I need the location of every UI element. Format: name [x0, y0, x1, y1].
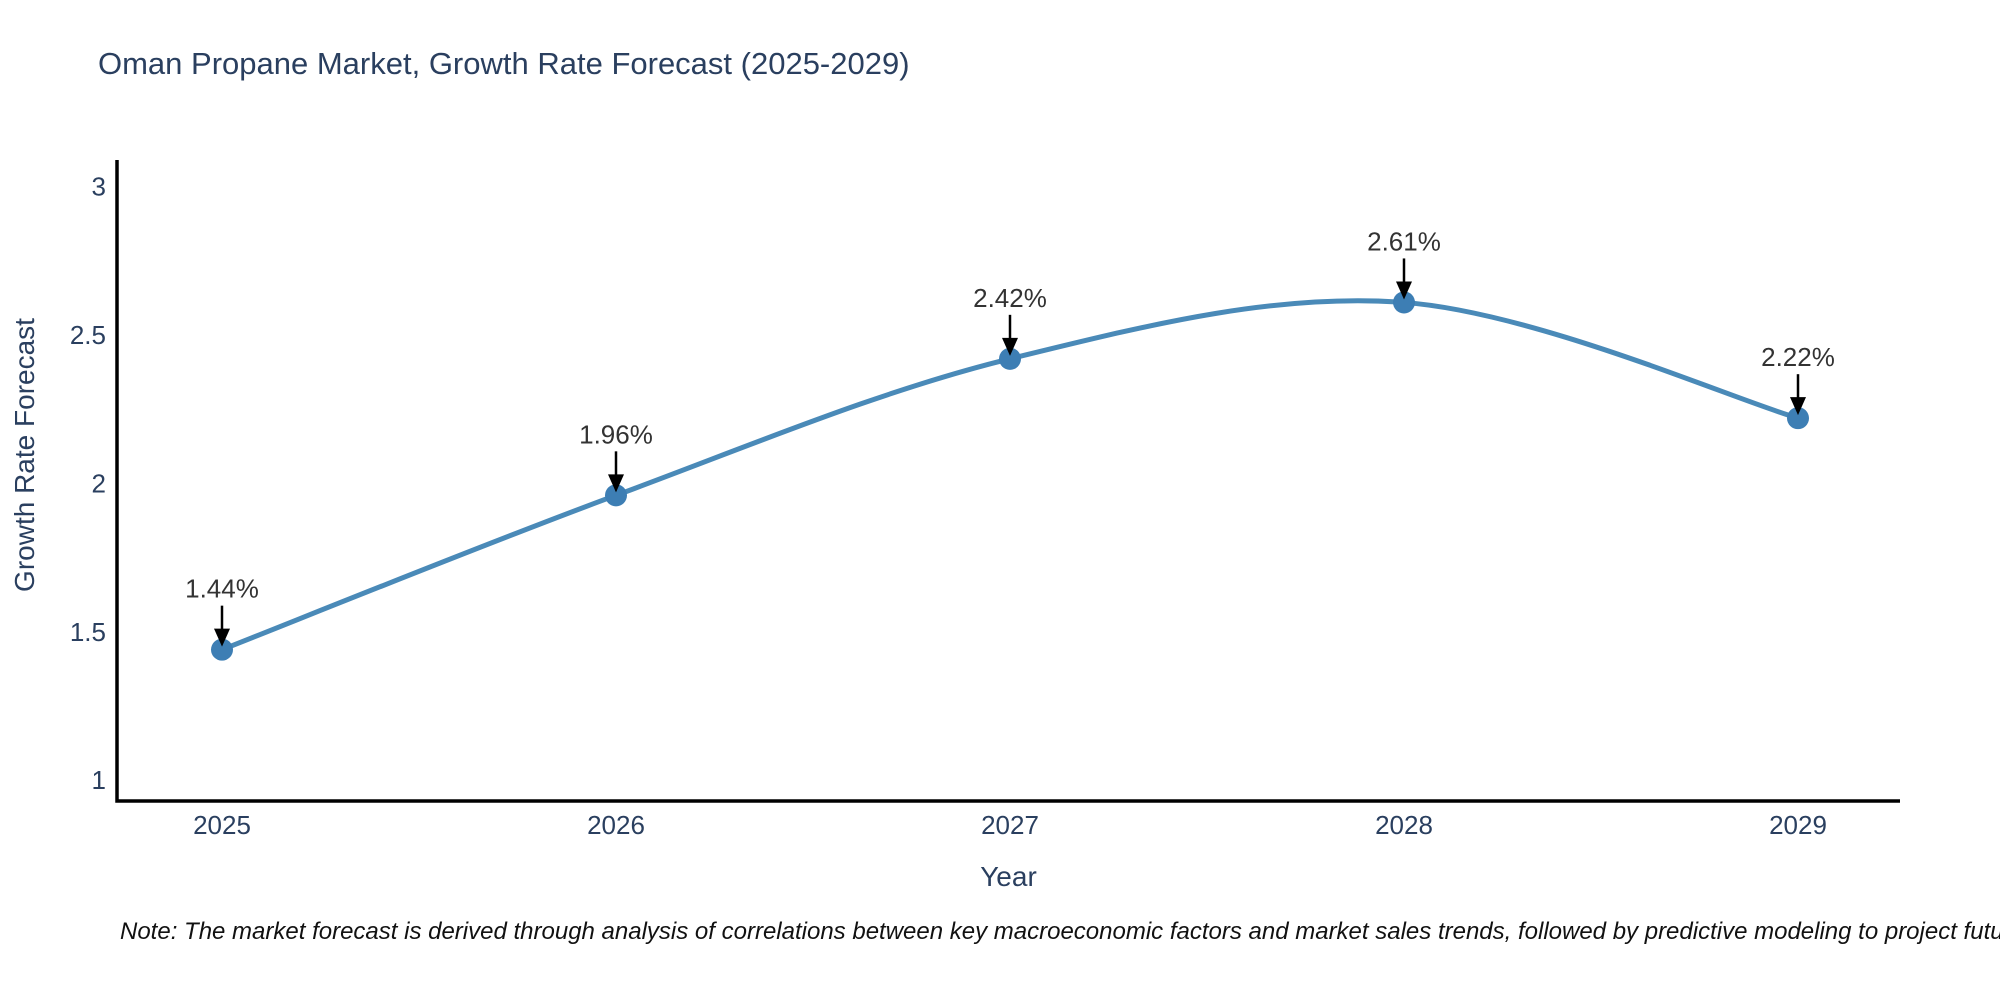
point-value-label: 2.42% [973, 283, 1047, 313]
point-value-label: 1.44% [185, 574, 259, 604]
annotation-arrowhead [214, 628, 230, 647]
x-axis-title: Year [980, 861, 1037, 892]
annotation-arrowhead [1396, 281, 1412, 300]
data-point [1393, 291, 1415, 314]
y-tick-label: 2.5 [70, 320, 106, 350]
point-value-label: 1.96% [579, 419, 653, 449]
axis-lines [115, 160, 1900, 803]
y-tick-label: 1.5 [70, 617, 106, 647]
annotation-arrowhead [1002, 337, 1018, 356]
point-value-label: 2.61% [1367, 226, 1441, 256]
annotation-arrowhead [608, 474, 624, 493]
data-point [1787, 407, 1809, 430]
y-tick-label: 1 [92, 765, 106, 795]
annotation-arrowhead [1790, 397, 1806, 416]
data-point [211, 638, 233, 661]
x-tick-label: 2025 [193, 810, 251, 840]
x-tick-label: 2029 [1769, 810, 1827, 840]
chart-title: Oman Propane Market, Growth Rate Forecas… [98, 46, 910, 81]
data-point [605, 484, 627, 507]
footnote: Note: The market forecast is derived thr… [120, 918, 2000, 945]
point-value-label: 2.22% [1761, 342, 1835, 372]
y-tick-label: 3 [92, 172, 106, 202]
x-tick-label: 2027 [981, 810, 1039, 840]
x-tick-label: 2026 [587, 810, 645, 840]
y-axis-title: Growth Rate Forecast [9, 318, 40, 592]
x-tick-label: 2028 [1375, 810, 1433, 840]
data-point [999, 347, 1021, 370]
y-tick-label: 2 [92, 468, 106, 498]
